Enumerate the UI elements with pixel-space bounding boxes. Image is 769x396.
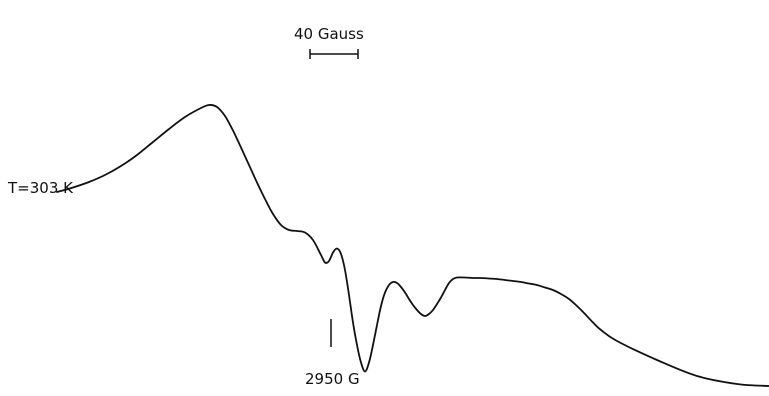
- temperature-label: T=303 K: [7, 179, 74, 197]
- epr-spectrum-trace: [56, 104, 769, 387]
- scale-bar: [309, 49, 359, 59]
- field-marker-label: 2950 G: [305, 370, 360, 388]
- scale-bar-label: 40 Gauss: [294, 25, 364, 43]
